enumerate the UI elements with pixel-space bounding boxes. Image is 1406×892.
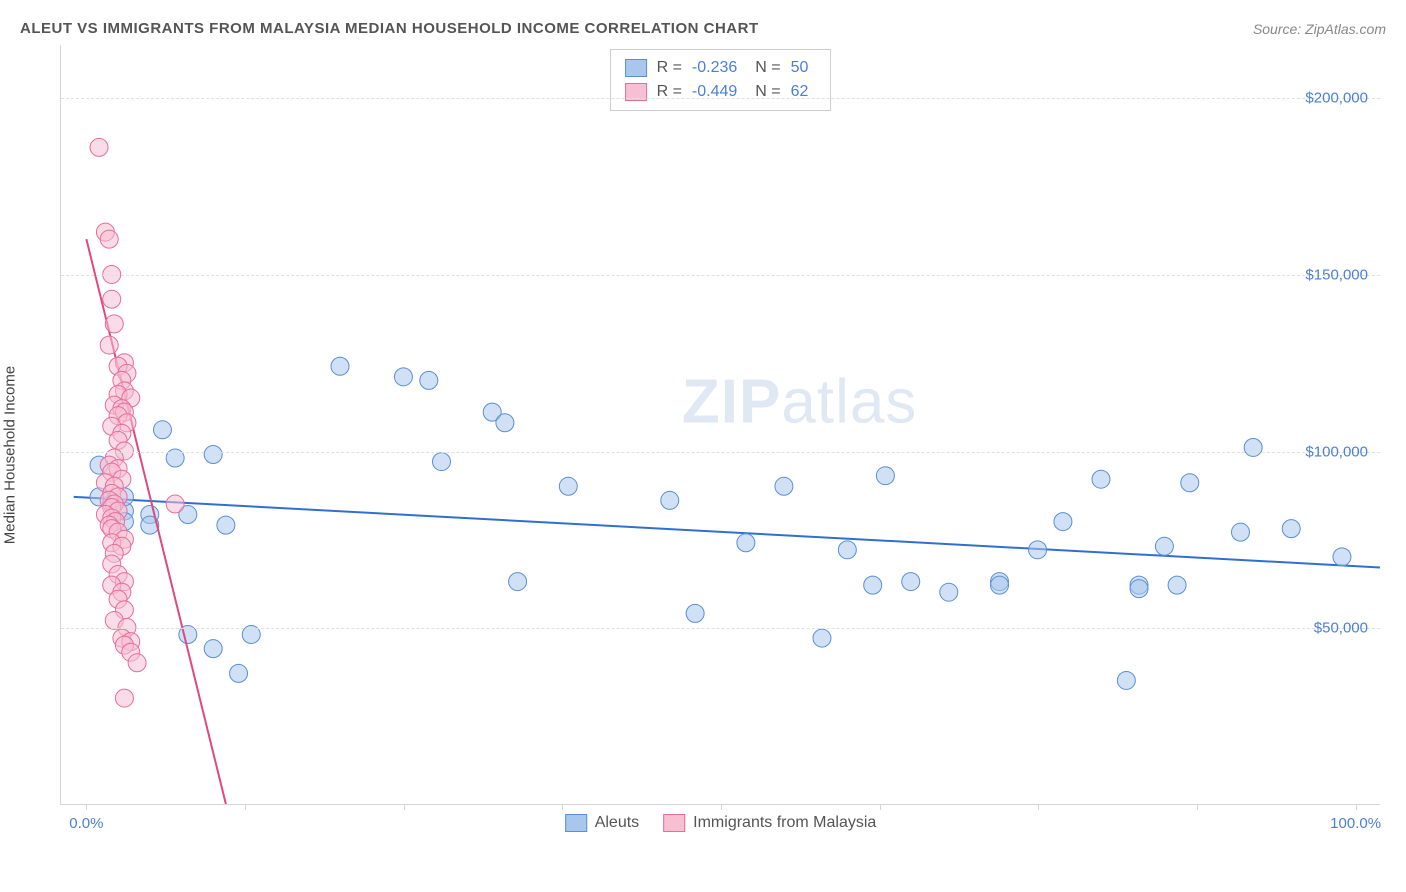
- chart-container: Median Household Income ZIPatlas R =-0.2…: [20, 45, 1380, 865]
- scatter-plot-svg: [61, 45, 1380, 804]
- data-point-aleuts: [1155, 537, 1173, 555]
- data-point-malaysia: [100, 336, 118, 354]
- data-point-aleuts: [1181, 474, 1199, 492]
- y-tick-label: $100,000: [1305, 443, 1368, 460]
- x-tick: [1356, 804, 1357, 810]
- x-tick-label: 100.0%: [1330, 815, 1381, 832]
- data-point-aleuts: [204, 640, 222, 658]
- x-tick: [86, 804, 87, 810]
- data-point-aleuts: [838, 541, 856, 559]
- y-tick-label: $50,000: [1314, 620, 1368, 637]
- data-point-aleuts: [1333, 548, 1351, 566]
- plot-area: ZIPatlas R =-0.236N =50R =-0.449N =62 Al…: [60, 45, 1380, 805]
- swatch-icon: [663, 814, 685, 832]
- data-point-malaysia: [128, 654, 146, 672]
- data-point-aleuts: [230, 664, 248, 682]
- series-legend: Aleuts Immigrants from Malaysia: [565, 814, 877, 832]
- gridline: [61, 275, 1380, 276]
- data-point-aleuts: [1168, 576, 1186, 594]
- chart-source: Source: ZipAtlas.com: [1253, 21, 1386, 37]
- data-point-malaysia: [100, 230, 118, 248]
- data-point-aleuts: [940, 583, 958, 601]
- data-point-aleuts: [420, 371, 438, 389]
- data-point-aleuts: [394, 368, 412, 386]
- data-point-aleuts: [737, 534, 755, 552]
- data-point-aleuts: [1092, 470, 1110, 488]
- data-point-malaysia: [103, 290, 121, 308]
- data-point-aleuts: [1117, 671, 1135, 689]
- data-point-malaysia: [90, 138, 108, 156]
- gridline: [61, 98, 1380, 99]
- data-point-aleuts: [496, 414, 514, 432]
- x-tick: [404, 804, 405, 810]
- trend-line-aleuts: [74, 497, 1380, 568]
- data-point-malaysia: [115, 689, 133, 707]
- data-point-aleuts: [775, 477, 793, 495]
- data-point-aleuts: [559, 477, 577, 495]
- swatch-icon: [565, 814, 587, 832]
- data-point-aleuts: [661, 491, 679, 509]
- x-tick: [1038, 804, 1039, 810]
- data-point-aleuts: [1231, 523, 1249, 541]
- x-tick: [721, 804, 722, 810]
- data-point-aleuts: [876, 467, 894, 485]
- data-point-aleuts: [509, 573, 527, 591]
- data-point-aleuts: [864, 576, 882, 594]
- data-point-aleuts: [1029, 541, 1047, 559]
- gridline: [61, 452, 1380, 453]
- x-tick: [562, 804, 563, 810]
- data-point-malaysia: [166, 495, 184, 513]
- data-point-aleuts: [1054, 513, 1072, 531]
- data-point-aleuts: [686, 604, 704, 622]
- data-point-aleuts: [991, 576, 1009, 594]
- x-tick: [1197, 804, 1198, 810]
- legend-label: Aleuts: [595, 814, 639, 832]
- data-point-aleuts: [153, 421, 171, 439]
- y-tick-label: $200,000: [1305, 90, 1368, 107]
- data-point-malaysia: [105, 315, 123, 333]
- y-tick-label: $150,000: [1305, 266, 1368, 283]
- data-point-aleuts: [331, 357, 349, 375]
- data-point-aleuts: [432, 453, 450, 471]
- gridline: [61, 628, 1380, 629]
- data-point-aleuts: [1130, 580, 1148, 598]
- data-point-aleuts: [902, 573, 920, 591]
- legend-item: Immigrants from Malaysia: [663, 814, 876, 832]
- y-axis-label: Median Household Income: [2, 366, 19, 544]
- x-tick: [245, 804, 246, 810]
- legend-item: Aleuts: [565, 814, 639, 832]
- data-point-aleuts: [813, 629, 831, 647]
- legend-label: Immigrants from Malaysia: [693, 814, 876, 832]
- x-tick: [880, 804, 881, 810]
- data-point-aleuts: [1282, 520, 1300, 538]
- x-tick-label: 0.0%: [69, 815, 103, 832]
- chart-title: ALEUT VS IMMIGRANTS FROM MALAYSIA MEDIAN…: [20, 20, 759, 37]
- data-point-aleuts: [204, 446, 222, 464]
- chart-header: ALEUT VS IMMIGRANTS FROM MALAYSIA MEDIAN…: [20, 20, 1386, 37]
- data-point-aleuts: [217, 516, 235, 534]
- data-point-aleuts: [1244, 438, 1262, 456]
